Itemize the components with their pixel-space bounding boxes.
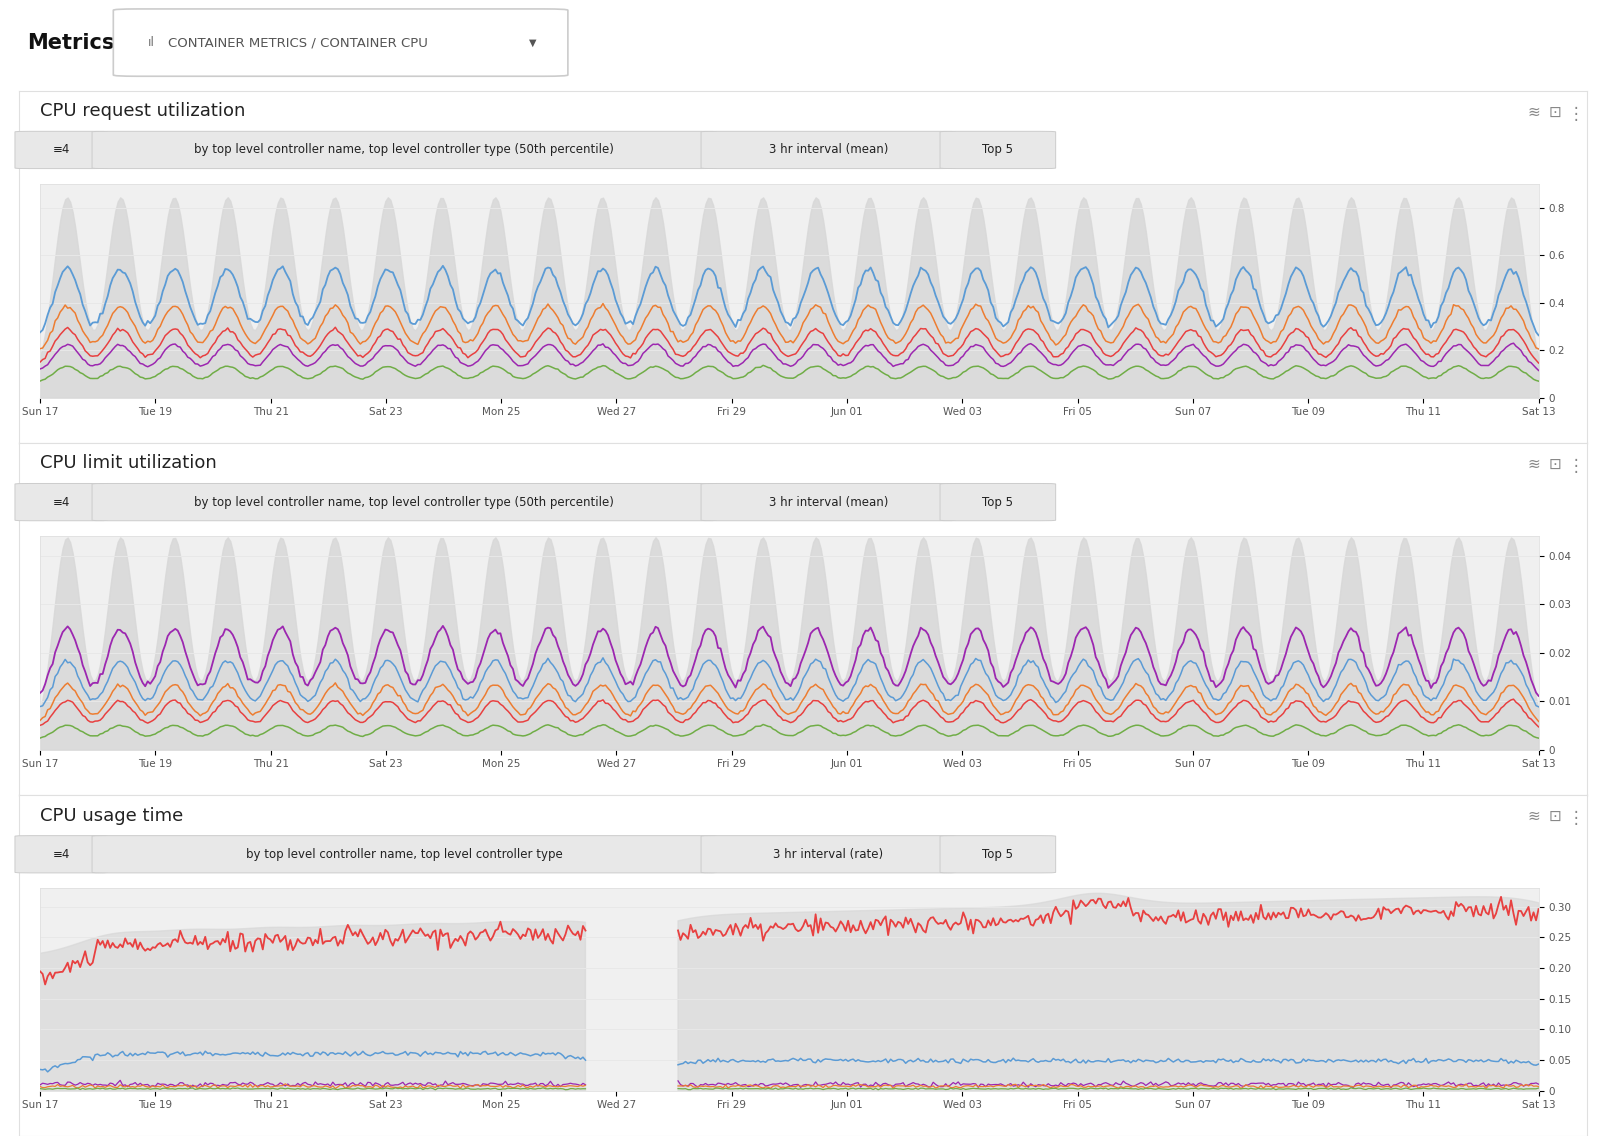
FancyBboxPatch shape: [91, 836, 716, 872]
Text: ⋮: ⋮: [1566, 809, 1583, 827]
FancyBboxPatch shape: [14, 484, 108, 520]
Text: ⊡: ⊡: [1547, 457, 1560, 471]
Text: Top 5: Top 5: [982, 495, 1013, 509]
FancyBboxPatch shape: [939, 132, 1054, 168]
FancyBboxPatch shape: [14, 132, 108, 168]
Text: Top 5: Top 5: [982, 847, 1013, 861]
Text: ≡4: ≡4: [53, 495, 71, 509]
Text: ≋: ≋: [1526, 457, 1539, 471]
FancyBboxPatch shape: [91, 132, 716, 168]
Text: ≡4: ≡4: [53, 143, 71, 157]
Text: ≋: ≋: [1526, 809, 1539, 824]
FancyBboxPatch shape: [939, 484, 1054, 520]
Text: by top level controller name, top level controller type: by top level controller name, top level …: [246, 847, 562, 861]
Text: ⊡: ⊡: [1547, 809, 1560, 824]
Text: CPU request utilization: CPU request utilization: [40, 102, 246, 120]
Text: ⋮: ⋮: [1566, 457, 1583, 475]
Text: 3 hr interval (mean): 3 hr interval (mean): [769, 495, 888, 509]
Text: by top level controller name, top level controller type (50th percentile): by top level controller name, top level …: [194, 143, 613, 157]
Text: ıl: ıl: [148, 36, 154, 49]
FancyBboxPatch shape: [701, 132, 955, 168]
Text: 3 hr interval (mean): 3 hr interval (mean): [769, 143, 888, 157]
Text: ⊡: ⊡: [1547, 105, 1560, 119]
FancyBboxPatch shape: [701, 836, 955, 872]
Text: ▼: ▼: [528, 37, 536, 48]
FancyBboxPatch shape: [701, 484, 955, 520]
FancyBboxPatch shape: [939, 836, 1054, 872]
Text: Metrics: Metrics: [27, 33, 114, 52]
Text: CONTAINER METRICS / CONTAINER CPU: CONTAINER METRICS / CONTAINER CPU: [169, 36, 429, 49]
FancyBboxPatch shape: [91, 484, 716, 520]
FancyBboxPatch shape: [114, 9, 568, 76]
Text: ⋮: ⋮: [1566, 105, 1583, 123]
Text: by top level controller name, top level controller type (50th percentile): by top level controller name, top level …: [194, 495, 613, 509]
Text: CPU limit utilization: CPU limit utilization: [40, 454, 217, 473]
Text: ≋: ≋: [1526, 105, 1539, 119]
Text: CPU usage time: CPU usage time: [40, 807, 183, 825]
Text: Top 5: Top 5: [982, 143, 1013, 157]
FancyBboxPatch shape: [14, 836, 108, 872]
Text: ≡4: ≡4: [53, 847, 71, 861]
Text: 3 hr interval (rate): 3 hr interval (rate): [772, 847, 883, 861]
